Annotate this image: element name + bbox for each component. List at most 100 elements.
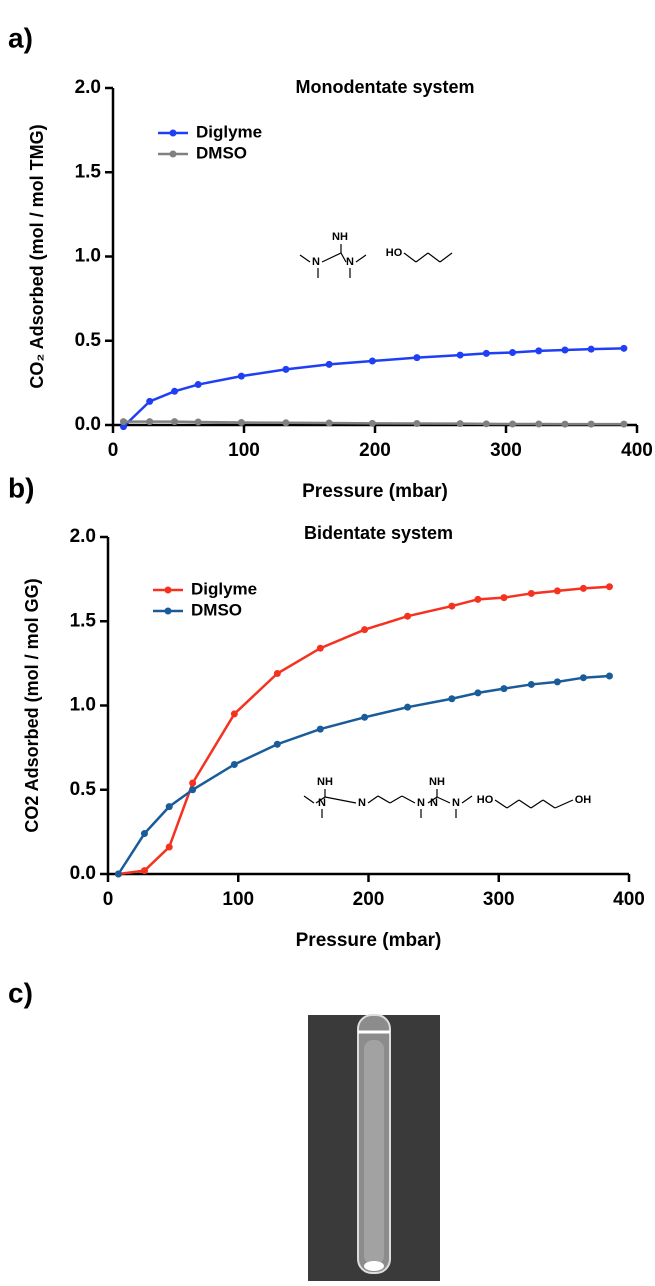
data-point bbox=[482, 420, 490, 428]
structure-bond bbox=[518, 799, 532, 809]
data-point bbox=[605, 583, 613, 591]
y-tick-label: 2.0 bbox=[70, 526, 96, 547]
data-point bbox=[282, 365, 290, 373]
data-point bbox=[361, 713, 369, 721]
x-axis-label: Pressure (mbar) bbox=[302, 481, 448, 502]
structure-atom: HO bbox=[386, 247, 403, 259]
data-point bbox=[282, 419, 290, 427]
structure-atom: N bbox=[312, 256, 320, 268]
x-tick-label: 0 bbox=[108, 440, 119, 461]
data-point bbox=[579, 584, 587, 592]
panel-label: c) bbox=[8, 977, 33, 1008]
data-point bbox=[500, 685, 508, 693]
data-point bbox=[553, 587, 561, 595]
structure-bond bbox=[530, 799, 544, 809]
x-tick-label: 100 bbox=[228, 440, 260, 461]
data-point bbox=[509, 420, 517, 428]
x-tick-label: 100 bbox=[222, 889, 254, 910]
data-point bbox=[404, 703, 412, 711]
data-point bbox=[273, 740, 281, 748]
structure-bond bbox=[415, 252, 429, 263]
data-point bbox=[171, 418, 179, 426]
structure-bond bbox=[427, 796, 438, 804]
data-point bbox=[561, 420, 569, 428]
structure-bond bbox=[355, 254, 367, 263]
data-point bbox=[482, 349, 490, 357]
structure-bond bbox=[439, 252, 453, 263]
data-point bbox=[114, 870, 122, 878]
structure-bond bbox=[321, 252, 342, 263]
data-point bbox=[456, 351, 464, 359]
data-point bbox=[361, 626, 369, 634]
structure-bond bbox=[340, 252, 347, 263]
legend-marker bbox=[169, 129, 177, 137]
x-tick-label: 400 bbox=[621, 440, 653, 461]
data-point bbox=[605, 672, 613, 680]
x-tick-label: 300 bbox=[490, 440, 522, 461]
structure-atom: NH bbox=[332, 231, 348, 243]
legend-marker bbox=[164, 586, 172, 594]
data-point bbox=[448, 695, 456, 703]
legend-label: DMSO bbox=[191, 600, 242, 619]
structure-bond bbox=[403, 252, 417, 263]
data-point bbox=[165, 803, 173, 811]
structure-bond bbox=[315, 796, 326, 804]
y-axis-label: CO₂ Adsorbed (mol / mol TMG) bbox=[27, 124, 47, 388]
x-tick-label: 0 bbox=[103, 889, 114, 910]
panel-label: a) bbox=[8, 22, 33, 53]
y-tick-label: 1.5 bbox=[75, 161, 102, 182]
data-point bbox=[146, 397, 154, 405]
y-tick-label: 0.5 bbox=[70, 779, 97, 800]
series-line bbox=[123, 420, 624, 426]
structure-atom: N bbox=[358, 797, 366, 809]
y-tick-label: 0.0 bbox=[70, 863, 96, 884]
data-point bbox=[368, 357, 376, 365]
data-point bbox=[140, 830, 148, 838]
structure-atom: N bbox=[452, 797, 460, 809]
data-point bbox=[535, 420, 543, 428]
data-point bbox=[325, 360, 333, 368]
chart-title: Bidentate system bbox=[304, 523, 453, 543]
data-point bbox=[189, 779, 197, 787]
data-point bbox=[119, 418, 127, 426]
photo bbox=[308, 1014, 440, 1281]
x-tick-label: 200 bbox=[359, 440, 391, 461]
structure-bond bbox=[303, 795, 315, 804]
data-point bbox=[230, 710, 238, 718]
structure-bond bbox=[542, 799, 556, 809]
structure-atom: N bbox=[417, 797, 425, 809]
data-point bbox=[527, 680, 535, 688]
y-tick-label: 1.0 bbox=[75, 246, 101, 267]
panel-label: b) bbox=[8, 472, 34, 503]
structure-bond bbox=[401, 795, 416, 804]
chart: Monodentate system Pressure (mbar) CO₂ Ads… bbox=[27, 77, 653, 502]
data-point bbox=[230, 760, 238, 768]
y-tick-label: 1.0 bbox=[70, 695, 96, 716]
structure-atom: N bbox=[346, 256, 354, 268]
structure-bond bbox=[461, 795, 473, 804]
data-point bbox=[194, 381, 202, 389]
data-point bbox=[509, 349, 517, 357]
data-point bbox=[587, 420, 595, 428]
chart: Bidentate system Pressure (mbar) CO2 Adsor… bbox=[22, 523, 645, 951]
data-point bbox=[316, 725, 324, 733]
structure-bond bbox=[436, 796, 451, 804]
data-point bbox=[119, 423, 127, 431]
structure-bond bbox=[554, 799, 574, 809]
data-point bbox=[194, 418, 202, 426]
legend-label: Diglyme bbox=[191, 579, 257, 598]
legend-marker bbox=[164, 607, 172, 615]
data-point bbox=[171, 387, 179, 395]
structure-atom: OH bbox=[575, 794, 592, 806]
structure-atom: NH bbox=[317, 776, 333, 788]
data-point bbox=[474, 595, 482, 603]
structure-bond bbox=[324, 796, 357, 804]
structure-bond bbox=[377, 795, 391, 804]
series-line bbox=[117, 674, 610, 875]
y-axis-label: CO2 Adsorbed (mol / mol GG) bbox=[22, 578, 42, 832]
x-tick-label: 400 bbox=[613, 889, 645, 910]
data-point bbox=[237, 418, 245, 426]
structure-bond bbox=[389, 795, 403, 804]
structure-bond bbox=[494, 799, 508, 809]
